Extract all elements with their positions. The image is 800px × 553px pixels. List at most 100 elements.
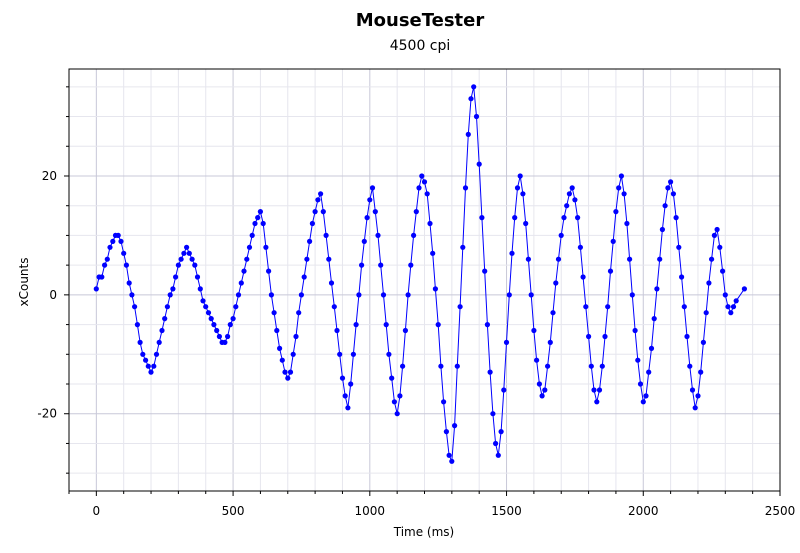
data-point: [632, 327, 638, 334]
data-point: [534, 357, 540, 363]
data-point: [468, 96, 474, 102]
data-point: [722, 292, 728, 298]
data-point: [580, 274, 586, 280]
data-point: [134, 322, 140, 328]
data-point: [375, 232, 381, 238]
data-point: [359, 262, 365, 268]
data-point: [501, 387, 507, 393]
data-point: [613, 209, 619, 215]
data-point: [167, 292, 173, 298]
data-point: [624, 220, 630, 227]
data-point: [307, 238, 313, 244]
data-series: [93, 84, 748, 464]
data-point: [594, 399, 600, 405]
data-point: [706, 280, 712, 286]
data-point: [104, 256, 110, 262]
data-point: [320, 209, 326, 215]
data-point: [531, 327, 537, 334]
x-axis-label: Time (ms): [393, 525, 455, 539]
data-point: [285, 375, 291, 381]
data-point: [244, 256, 250, 262]
data-point: [695, 393, 701, 399]
data-point: [553, 280, 559, 286]
x-tick-label: 2500: [765, 504, 796, 518]
data-point: [517, 173, 523, 179]
data-point: [509, 250, 515, 256]
data-point: [646, 369, 652, 375]
data-point: [334, 327, 340, 334]
data-point: [203, 304, 209, 310]
data-point: [654, 286, 660, 292]
data-point: [512, 215, 518, 221]
data-point: [493, 440, 499, 447]
data-point: [143, 357, 149, 363]
data-point: [588, 363, 594, 369]
x-tick-label: 0: [93, 504, 101, 518]
data-point: [506, 292, 512, 298]
data-point: [545, 363, 551, 369]
data-point: [107, 244, 113, 250]
chart-title: MouseTester: [355, 10, 485, 31]
data-point: [733, 298, 739, 304]
data-point: [257, 209, 263, 215]
data-point: [479, 215, 485, 221]
data-point: [323, 232, 329, 238]
data-point: [277, 345, 283, 351]
data-point: [703, 310, 709, 316]
data-point: [405, 292, 411, 298]
data-point: [162, 316, 168, 322]
data-point: [657, 256, 663, 262]
data-point: [230, 316, 236, 322]
data-point: [372, 209, 378, 215]
data-point: [140, 351, 146, 357]
data-point: [670, 191, 677, 197]
data-point: [709, 256, 715, 262]
data-point: [99, 274, 105, 280]
data-point: [457, 304, 463, 310]
data-point: [717, 244, 723, 250]
x-tick-label: 1000: [355, 504, 386, 518]
data-point: [711, 232, 718, 238]
data-point: [421, 179, 428, 185]
data-point: [282, 369, 288, 375]
data-point: [271, 310, 277, 316]
data-point: [386, 351, 392, 357]
data-point: [192, 262, 198, 268]
data-point: [290, 351, 296, 357]
data-point: [233, 304, 239, 310]
data-point: [452, 423, 458, 429]
data-point: [741, 286, 748, 292]
data-point: [449, 458, 455, 464]
data-point: [211, 322, 217, 328]
data-point: [181, 250, 187, 256]
data-point: [643, 393, 649, 399]
data-point: [137, 339, 143, 345]
data-point: [542, 387, 548, 393]
data-point: [419, 173, 425, 179]
data-point: [249, 232, 255, 238]
data-point: [676, 244, 682, 250]
data-point: [637, 381, 644, 387]
data-point: [550, 310, 556, 316]
data-point: [432, 286, 438, 292]
data-point: [539, 393, 545, 399]
data-point: [356, 292, 362, 298]
data-point: [115, 232, 121, 238]
data-point: [348, 381, 354, 387]
data-point: [200, 298, 206, 304]
data-point: [353, 322, 359, 328]
data-point: [555, 256, 562, 262]
data-point: [473, 113, 480, 120]
data-point: [260, 220, 266, 227]
data-point: [397, 393, 403, 399]
data-point: [495, 452, 501, 458]
data-point: [416, 185, 422, 191]
x-tick-label: 500: [222, 504, 245, 518]
data-point: [687, 363, 693, 369]
data-point: [326, 256, 332, 262]
data-point: [471, 84, 477, 90]
data-point: [528, 292, 534, 298]
data-point: [298, 292, 304, 298]
data-point: [577, 244, 584, 250]
data-point: [178, 256, 184, 262]
